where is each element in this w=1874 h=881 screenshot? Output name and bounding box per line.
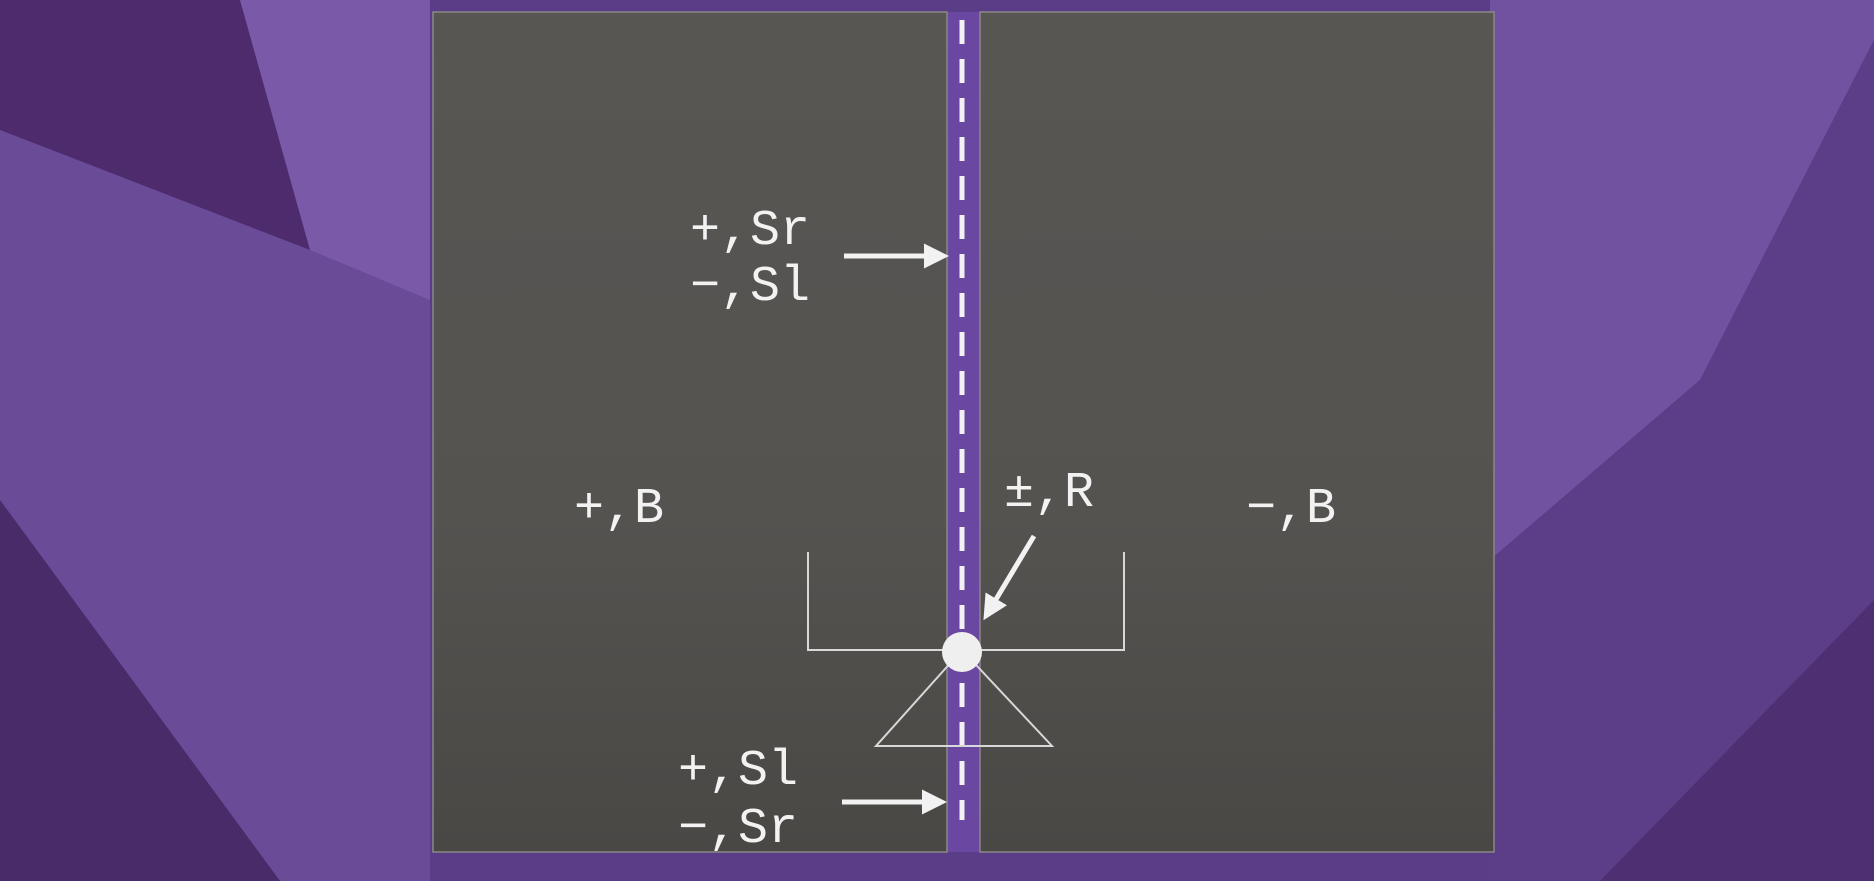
triangle — [873, 648, 1055, 747]
label-bottom-left-line1: +,Sl — [678, 743, 798, 800]
facet — [1600, 600, 1874, 881]
facet — [1490, 40, 1874, 881]
facet — [1490, 0, 1874, 560]
facet — [0, 500, 280, 881]
label-right-region: −,B — [1246, 481, 1336, 538]
facet — [0, 130, 430, 881]
node-circle — [942, 632, 982, 672]
label-bottom-left-line2: −,Sr — [678, 801, 798, 858]
facet — [240, 0, 430, 300]
label-top-left-line1: +,Sr — [690, 203, 810, 260]
label-left-region: +,B — [574, 481, 664, 538]
node-arrow — [983, 534, 1037, 621]
right-panel — [979, 11, 1495, 853]
facet — [0, 0, 310, 250]
label-center-node: ±,R — [1004, 465, 1094, 522]
label-top-left-line2: −,Sl — [690, 259, 810, 316]
left-panel — [432, 11, 948, 853]
